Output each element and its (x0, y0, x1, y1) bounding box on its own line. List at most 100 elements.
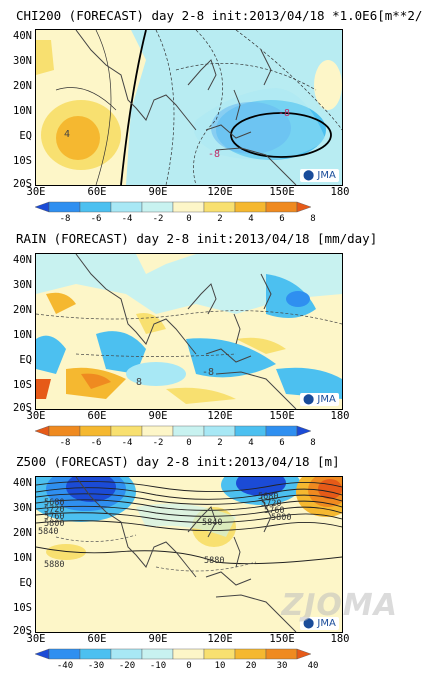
lon-label: 60E (87, 410, 107, 422)
lon-label: 30E (26, 410, 46, 422)
lon-label: 60E (87, 186, 107, 198)
lon-label: 180 (330, 186, 350, 198)
lat-label: 10S (13, 602, 32, 614)
colorbar-tick: 4 (248, 438, 254, 448)
lat-label: 20S (13, 625, 32, 637)
z500-contour-label: 5840 (202, 518, 222, 528)
colorbar-bin (296, 648, 312, 660)
colorbar-bin (265, 425, 298, 437)
colorbar-bin (141, 201, 174, 213)
lon-label: 90E (148, 186, 168, 198)
lon-label: 150E (269, 633, 295, 645)
colorbar-bin (265, 201, 298, 213)
lon-label: 180 (330, 633, 350, 645)
z500-contour-label: 5680 (44, 498, 64, 508)
lat-label: 30N (13, 55, 32, 67)
jma-logo: ⬤ JMA (300, 393, 339, 406)
z500-contour-label: 5680 (258, 492, 278, 502)
colorbar-tick: -8 (59, 214, 71, 224)
colorbar-tick: 2 (217, 214, 223, 224)
colorbar-tick: 20 (245, 661, 257, 671)
lon-label: 60E (87, 633, 107, 645)
lat-label: 20S (13, 402, 32, 414)
colorbar-bin (172, 201, 205, 213)
colorbar-tick: 8 (310, 214, 316, 224)
colorbar-tick: -40 (56, 661, 74, 671)
colorbar-tick: -6 (90, 214, 102, 224)
lat-label: 40N (13, 30, 32, 42)
z500-contour-label: 5800 (44, 519, 64, 529)
colorbar-tick: -8 (59, 438, 71, 448)
colorbar-tick: 6 (279, 214, 285, 224)
colorbar-tick: -20 (118, 661, 136, 671)
z500-contour-label: 5840 (38, 527, 58, 537)
z500-contour-label: 5760 (44, 512, 64, 522)
colorbar-tick: -6 (90, 438, 102, 448)
z500-contour-label: 5720 (261, 499, 281, 509)
colorbar-bin (203, 648, 236, 660)
lon-label: 150E (269, 410, 295, 422)
lon-label: 90E (148, 410, 168, 422)
colorbar-bin (172, 648, 205, 660)
lon-label: 120E (207, 410, 233, 422)
colorbar-tick: -10 (149, 661, 167, 671)
colorbar-bin (35, 648, 50, 660)
colorbar-bin (110, 425, 143, 437)
z500-contour-label: 5880 (204, 556, 224, 566)
colorbar-bin (35, 425, 50, 437)
chi200-contour-label: -8 (278, 108, 290, 119)
colorbar-tick: -2 (152, 214, 164, 224)
chi200-map: -8 -8 4 (35, 29, 343, 186)
colorbar-tick: 8 (310, 438, 316, 448)
colorbar-bin (296, 425, 312, 437)
colorbar-bin (48, 201, 81, 213)
lon-label: 180 (330, 410, 350, 422)
lat-label: 40N (13, 254, 32, 266)
lat-label: 10N (13, 329, 32, 341)
lon-label: 90E (148, 633, 168, 645)
colorbar-tick: 10 (214, 661, 226, 671)
colorbar-bin (79, 425, 112, 437)
z500-contour-label: 5880 (44, 560, 64, 570)
z500-colorbar (35, 648, 312, 660)
colorbar-tick: -2 (152, 438, 164, 448)
colorbar-tick: -30 (87, 661, 105, 671)
colorbar-tick: 4 (248, 214, 254, 224)
watermark: ZJOMA (281, 588, 398, 623)
lat-label: 20N (13, 304, 32, 316)
rain-map-svg: 8 -8 (36, 254, 342, 409)
lat-label: 40N (13, 477, 32, 489)
z500-title: Z500 (FORECAST) day 2-8 init:2013/04/18 … (16, 454, 340, 469)
jma-logo: ⬤ JMA (300, 617, 339, 630)
rain-title: RAIN (FORECAST) day 2-8 init:2013/04/18 … (16, 231, 378, 246)
lat-label: 30N (13, 279, 32, 291)
chi200-contour-label: 4 (64, 129, 70, 140)
rain-map: 8 -8 (35, 253, 343, 410)
rain-colorbar (35, 425, 312, 437)
colorbar-tick: 30 (276, 661, 288, 671)
z500-contour-label: 5720 (44, 505, 64, 515)
z500-contour-label: 5760 (264, 506, 284, 516)
lon-label: 150E (269, 186, 295, 198)
colorbar-bin (141, 648, 174, 660)
colorbar-bin (48, 425, 81, 437)
chi200-contour-label: -8 (208, 149, 220, 160)
colorbar-bin (265, 648, 298, 660)
lat-label: 10S (13, 379, 32, 391)
lat-label: 20N (13, 527, 32, 539)
colorbar-tick: 6 (279, 438, 285, 448)
colorbar-bin (234, 201, 267, 213)
colorbar-bin (234, 648, 267, 660)
colorbar-bin (110, 201, 143, 213)
lon-label: 120E (207, 186, 233, 198)
lat-label: 20N (13, 80, 32, 92)
colorbar-bin (48, 648, 81, 660)
lon-label: 120E (207, 633, 233, 645)
rain-contour-label: 8 (136, 377, 142, 388)
jma-logo: ⬤ JMA (300, 169, 339, 182)
colorbar-tick: -4 (121, 214, 133, 224)
z500-map: 5680 5720 5760 5800 5840 5880 5840 5880 … (35, 476, 343, 633)
colorbar-bin (203, 201, 236, 213)
colorbar-tick: -4 (121, 438, 133, 448)
colorbar-bin (296, 201, 312, 213)
